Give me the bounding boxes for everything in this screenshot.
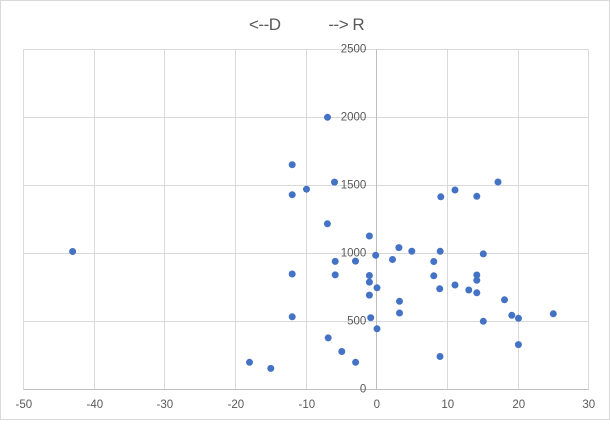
svg-text:20: 20 xyxy=(512,399,525,411)
svg-text:-20: -20 xyxy=(227,399,244,411)
svg-text:10: 10 xyxy=(441,399,454,411)
svg-text:2000: 2000 xyxy=(341,111,367,123)
svg-text:-50: -50 xyxy=(15,399,32,411)
svg-text:30: 30 xyxy=(582,399,595,411)
svg-text:-40: -40 xyxy=(86,399,103,411)
svg-text:<--D: <--D xyxy=(249,15,281,34)
svg-text:500: 500 xyxy=(347,315,366,327)
svg-text:2500: 2500 xyxy=(341,43,367,55)
svg-text:-10: -10 xyxy=(298,399,315,411)
svg-text:--> R: --> R xyxy=(328,15,364,34)
svg-text:1500: 1500 xyxy=(341,179,367,191)
svg-text:0: 0 xyxy=(360,383,366,395)
svg-text:-30: -30 xyxy=(156,399,173,411)
svg-text:0: 0 xyxy=(374,399,380,411)
svg-text:1000: 1000 xyxy=(341,247,367,259)
